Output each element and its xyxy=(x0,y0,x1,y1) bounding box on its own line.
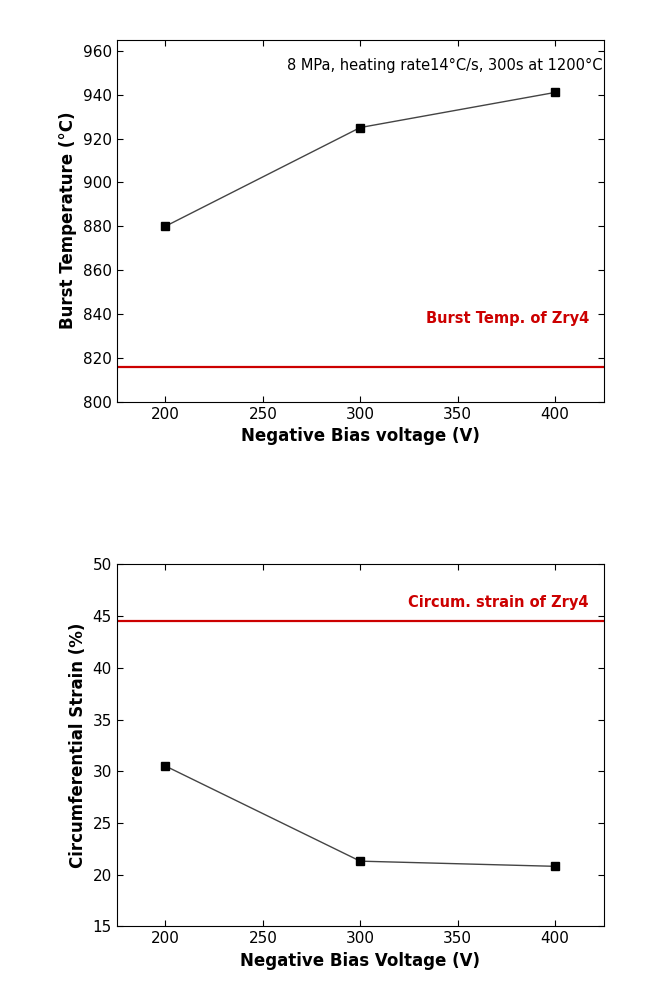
Text: 8 MPa, heating rate14°C/s, 300s at 1200°C: 8 MPa, heating rate14°C/s, 300s at 1200°… xyxy=(287,58,603,73)
X-axis label: Negative Bias voltage (V): Negative Bias voltage (V) xyxy=(241,427,480,445)
Y-axis label: Burst Temperature (°C): Burst Temperature (°C) xyxy=(59,112,77,330)
Y-axis label: Circumferential Strain (%): Circumferential Strain (%) xyxy=(69,622,87,869)
Text: Burst Temp. of Zry4: Burst Temp. of Zry4 xyxy=(426,311,589,326)
X-axis label: Negative Bias Voltage (V): Negative Bias Voltage (V) xyxy=(240,952,480,970)
Text: Circum. strain of Zry4: Circum. strain of Zry4 xyxy=(408,595,589,610)
